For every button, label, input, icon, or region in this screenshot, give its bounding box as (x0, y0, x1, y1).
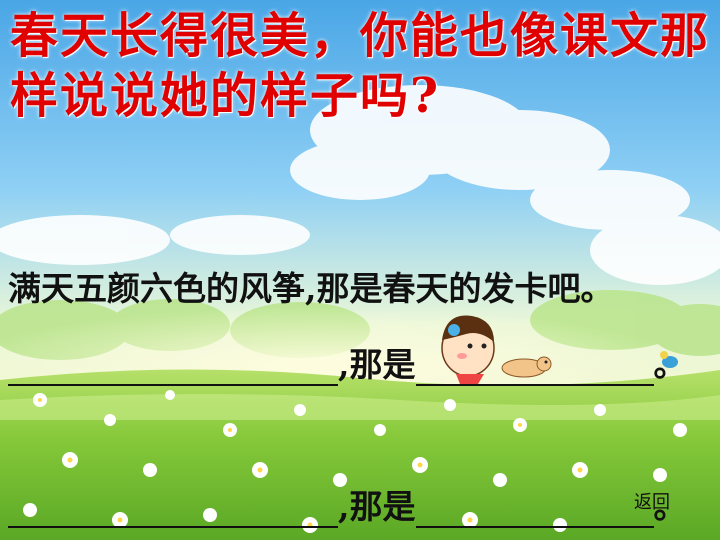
clouds (0, 85, 720, 285)
answer-blank[interactable] (8, 348, 338, 386)
fill-in-row-2: ,那是 。 (8, 480, 687, 528)
back-link[interactable]: 返回 (634, 492, 670, 513)
question-title: 春天长得很美，你能也像课文那样说说她的样子吗? (10, 8, 711, 124)
bird-illustration (660, 351, 678, 368)
period-mark: 。 (653, 487, 687, 526)
example-sentence: 满天五颜六色的风筝,那是春天的发卡吧。 (8, 269, 614, 308)
period-mark: 。 (653, 345, 687, 384)
answer-blank[interactable] (415, 490, 654, 528)
answer-blank[interactable] (8, 490, 338, 528)
connector-text: ,那是 (338, 487, 416, 526)
connector-text: ,那是 (338, 345, 416, 384)
cartoon-girl-illustration (441, 315, 495, 384)
small-animal-illustration (501, 356, 552, 378)
fill-in-row-1: ,那是 。 (8, 338, 687, 386)
answer-blank[interactable] (415, 348, 654, 386)
